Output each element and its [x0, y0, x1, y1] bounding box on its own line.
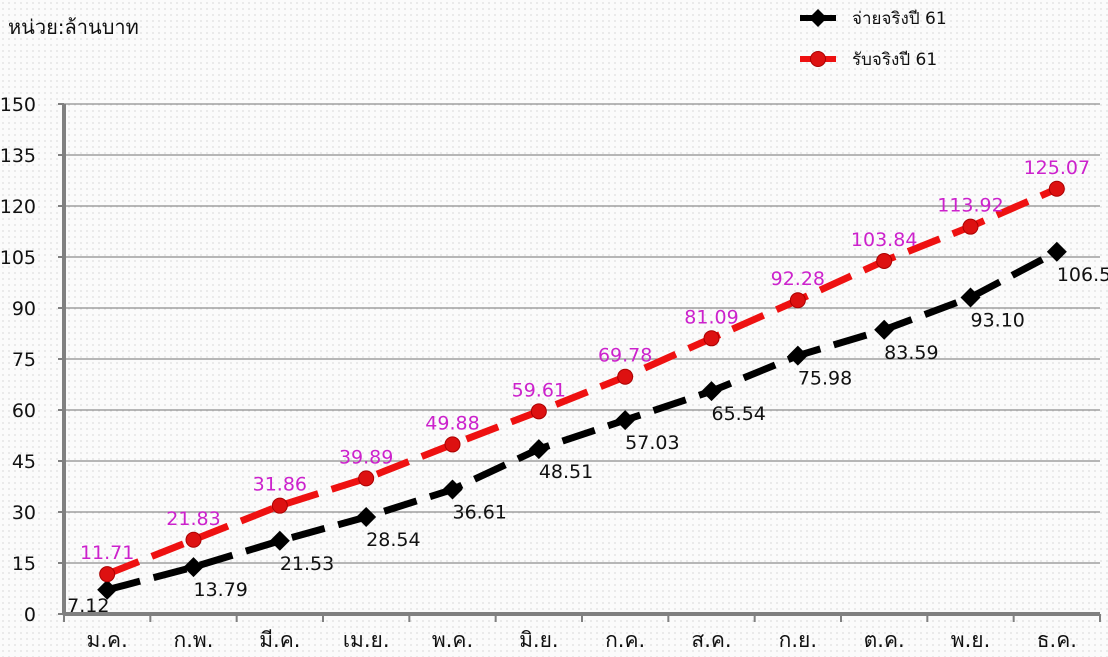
- legend-label-paid: จ่ายจริงปี 61: [852, 9, 947, 29]
- data-label-received: 69.78: [598, 345, 652, 367]
- data-label-received: 49.88: [425, 412, 479, 434]
- unit-label: หน่วย:ล้านบาท: [8, 15, 139, 39]
- data-point-paid: [356, 506, 377, 527]
- data-label-paid: 65.54: [712, 403, 766, 425]
- x-tick-label: มิ.ย.: [519, 628, 559, 652]
- data-label-received: 81.09: [684, 306, 738, 328]
- data-point-paid: [1046, 241, 1067, 262]
- y-tick-label: 150: [0, 94, 36, 116]
- data-label-paid: 36.61: [453, 502, 507, 524]
- series-lines: [105, 185, 1059, 594]
- data-point-paid: [787, 345, 808, 366]
- y-tick-label: 75: [12, 349, 36, 371]
- legend-marker-received: [810, 51, 826, 67]
- x-axis-ticks: ม.ค. ก.พ. มี.ค. เม.ย. พ.ค. มิ.ย. ก.ค. ส.ค. ก.ย. ต…: [63, 614, 1101, 652]
- data-label-paid: 57.03: [625, 432, 679, 454]
- data-point-paid: [874, 319, 895, 340]
- y-tick-label: 45: [12, 451, 36, 473]
- data-label-received: 113.92: [937, 195, 1003, 217]
- data-point-received: [185, 531, 202, 548]
- data-point-received: [703, 330, 720, 347]
- x-tick-label: เม.ย.: [343, 628, 390, 652]
- y-tick-label: 15: [12, 553, 36, 575]
- data-point-paid: [960, 287, 981, 308]
- data-label-received: 21.83: [166, 508, 220, 530]
- series-line-1: [105, 185, 1059, 578]
- y-tick-label: 120: [0, 196, 36, 218]
- data-point-received: [1048, 180, 1065, 197]
- data-point-received: [530, 403, 547, 420]
- legend: จ่ายจริงปี 61 รับจริงปี 61: [800, 9, 947, 70]
- data-point-received: [789, 292, 806, 309]
- data-point-paid: [701, 381, 722, 402]
- data-labels: 7.12 13.79 21.53 28.54 36.61 48.51 57.03 65.54 7…: [67, 157, 1108, 617]
- data-label-received: 31.86: [253, 474, 307, 496]
- data-point-received: [444, 436, 461, 453]
- legend-item-received: รับจริงปี 61: [800, 50, 937, 70]
- y-tick-label: 60: [12, 400, 36, 422]
- data-label-paid: 13.79: [194, 579, 248, 601]
- y-tick-label: 30: [12, 502, 36, 524]
- data-point-received: [962, 218, 979, 235]
- series-line-0: [106, 248, 1059, 594]
- y-tick-label: 135: [0, 145, 36, 167]
- data-label-received: 11.71: [80, 542, 134, 564]
- x-tick-label: พ.ย.: [951, 628, 991, 652]
- y-tick-label: 0: [24, 604, 36, 626]
- y-axis-ticks: 0 15 30 45 60 75 90 105 120 135 150: [0, 94, 64, 626]
- data-point-paid: [97, 579, 118, 600]
- series-markers: [97, 180, 1067, 600]
- gridlines: [64, 103, 1100, 564]
- data-label-received: 59.61: [512, 379, 566, 401]
- y-tick-label: 90: [12, 298, 36, 320]
- x-tick-label: ส.ค.: [691, 628, 731, 652]
- data-point-paid: [183, 557, 204, 578]
- x-tick-label: ก.ย.: [779, 628, 817, 652]
- x-tick-label: ม.ค.: [87, 628, 128, 652]
- y-tick-label: 105: [0, 247, 36, 269]
- data-point-received: [876, 252, 893, 269]
- data-label-paid: 21.53: [280, 553, 334, 575]
- data-label-received: 125.07: [1024, 157, 1090, 179]
- data-point-received: [617, 368, 634, 385]
- data-point-paid: [442, 479, 463, 500]
- data-point-received: [99, 566, 116, 583]
- data-label-received: 39.89: [339, 446, 393, 468]
- data-label-received: 92.28: [771, 268, 825, 290]
- data-label-paid: 106.53: [1057, 264, 1108, 286]
- data-label-paid: 7.12: [67, 595, 109, 617]
- x-tick-label: ต.ค.: [864, 628, 905, 652]
- data-point-received: [271, 497, 288, 514]
- data-label-paid: 75.98: [798, 368, 852, 390]
- x-tick-label: พ.ค.: [432, 628, 473, 652]
- data-label-paid: 93.10: [971, 309, 1025, 331]
- legend-label-received: รับจริงปี 61: [852, 50, 937, 70]
- data-point-paid: [269, 530, 290, 551]
- x-tick-label: มี.ค.: [259, 628, 300, 652]
- data-label-paid: 48.51: [539, 461, 593, 483]
- data-point-received: [358, 470, 375, 487]
- legend-item-paid: จ่ายจริงปี 61: [800, 9, 947, 29]
- x-tick-label: ก.ค.: [605, 628, 645, 652]
- x-tick-label: ธ.ค.: [1037, 628, 1077, 652]
- data-point-paid: [615, 410, 636, 431]
- legend-marker-paid: [809, 9, 827, 27]
- data-label-paid: 28.54: [366, 529, 420, 551]
- data-label-paid: 83.59: [884, 342, 938, 364]
- x-tick-label: ก.พ.: [174, 628, 214, 652]
- data-label-received: 103.84: [851, 229, 917, 251]
- data-point-paid: [528, 439, 549, 460]
